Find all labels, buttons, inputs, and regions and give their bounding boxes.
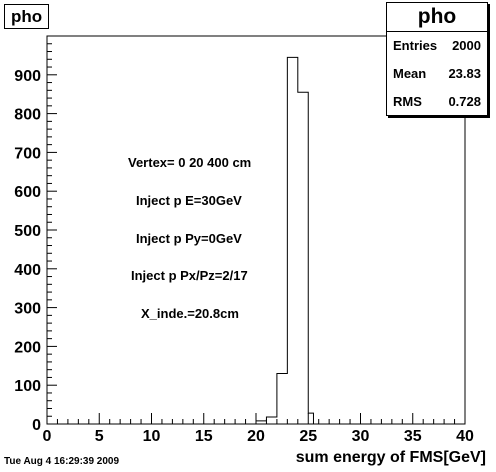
x-tick-label: 15 — [195, 428, 213, 445]
annotation-vertex: Vertex= 0 20 400 cm — [128, 155, 252, 170]
annotation-px-pz: Inject p Px/Pz=2/17 — [131, 268, 248, 283]
histogram-title-box: pho — [4, 4, 50, 29]
x-tick-label: 30 — [352, 428, 370, 445]
x-tick-label: 25 — [299, 428, 317, 445]
histogram-outline — [255, 56, 314, 424]
x-tick-label: 5 — [95, 428, 104, 445]
histogram-bin — [303, 92, 308, 424]
y-tick-label: 100 — [14, 378, 41, 395]
histogram-bins — [256, 57, 313, 424]
y-tick-label: 500 — [14, 223, 41, 240]
y-tick-label: 900 — [14, 68, 41, 85]
stats-label: Entries — [393, 38, 438, 53]
x-axis: 0 5 10 15 20 25 30 35 40 — [43, 413, 474, 445]
histogram-bin — [293, 57, 298, 424]
x-tick-label: 35 — [404, 428, 422, 445]
annotation-py: Inject p Py=0GeV — [136, 231, 242, 246]
histogram-bin — [287, 57, 292, 424]
stats-row-mean: Mean 23.83 — [387, 60, 487, 88]
histogram-bin — [298, 92, 303, 424]
histogram-bin — [282, 374, 287, 424]
y-tick-label: 0 — [32, 417, 41, 434]
x-tick-label: 0 — [43, 428, 52, 445]
x-axis-label: sum energy of FMS[GeV] — [295, 449, 486, 466]
histogram-title: pho — [11, 7, 43, 26]
y-tick-label: 700 — [14, 145, 41, 162]
y-tick-label: 400 — [14, 262, 41, 279]
stats-box: pho Entries 2000 Mean 23.83 RMS 0.728 — [386, 2, 488, 116]
stats-title: pho — [387, 3, 487, 32]
timestamp: Tue Aug 4 16:29:39 2009 — [4, 456, 120, 467]
y-tick-label: 200 — [14, 339, 41, 356]
x-tick-label: 20 — [247, 428, 265, 445]
histogram-bin — [266, 417, 271, 424]
stats-label: Mean — [393, 66, 427, 81]
y-tick-label: 600 — [14, 184, 41, 201]
stats-row-rms: RMS 0.728 — [387, 88, 487, 116]
y-axis: 0 100 200 300 400 500 600 700 800 900 — [14, 43, 57, 434]
annotation-energy: Inject p E=30GeV — [136, 193, 242, 208]
annotation-x-index: X_inde.=20.8cm — [141, 306, 239, 321]
stats-row-entries: Entries 2000 — [387, 32, 487, 60]
histogram-bin — [277, 374, 282, 424]
stats-value: 23.83 — [448, 66, 481, 81]
stats-value: 2000 — [452, 38, 481, 53]
histogram-bin — [272, 417, 277, 424]
y-tick-label: 800 — [14, 107, 41, 124]
x-tick-label: 10 — [143, 428, 161, 445]
stats-label: RMS — [393, 94, 422, 109]
histogram-bin — [308, 413, 313, 424]
stats-value: 0.728 — [448, 94, 481, 109]
y-tick-label: 300 — [14, 301, 41, 318]
x-tick-label: 40 — [456, 428, 474, 445]
